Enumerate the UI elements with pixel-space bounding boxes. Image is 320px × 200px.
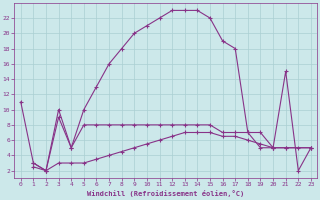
X-axis label: Windchill (Refroidissement éolien,°C): Windchill (Refroidissement éolien,°C) [87,190,244,197]
